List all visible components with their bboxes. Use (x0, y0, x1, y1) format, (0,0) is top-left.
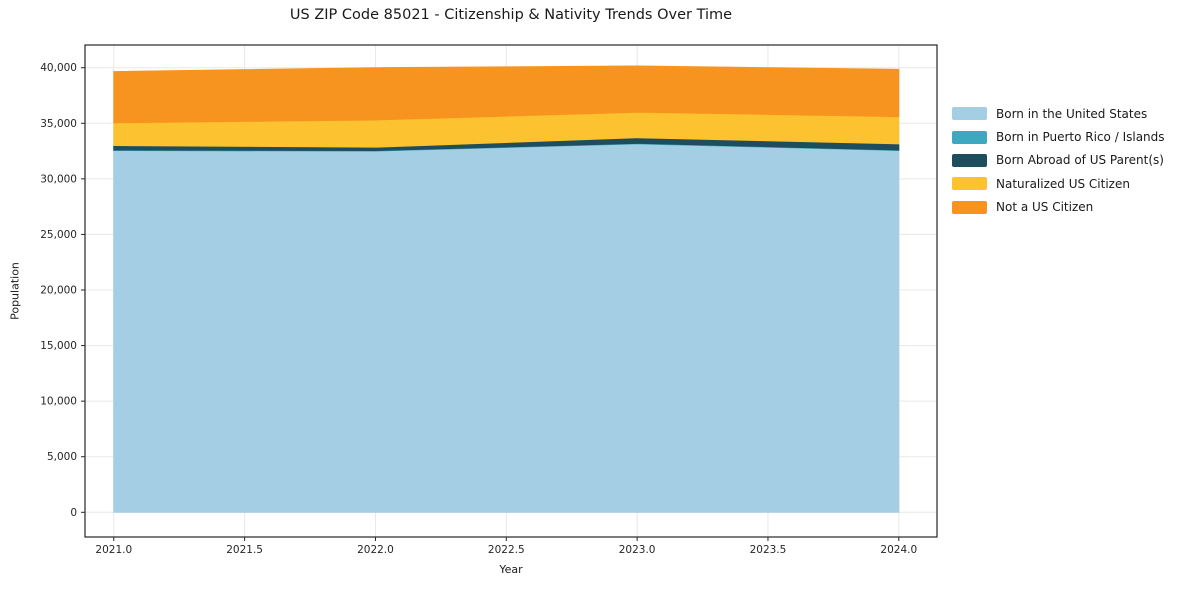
legend-swatch-icon (952, 107, 987, 121)
legend-swatch-icon (952, 130, 987, 144)
x-tick-label: 2024.0 (880, 544, 917, 556)
y-tick-label: 15,000 (40, 340, 77, 352)
area-series-5 (113, 65, 900, 124)
chart-title: US ZIP Code 85021 - Citizenship & Nativi… (289, 7, 733, 23)
legend-label: Born Abroad of US Parent(s) (996, 153, 1164, 168)
legend-item-3: Born Abroad of US Parent(s) (952, 149, 1165, 172)
legend: Born in the United States Born in Puerto … (952, 102, 1165, 219)
x-tick-label: 2023.0 (619, 544, 656, 556)
plot-border (84, 44, 938, 538)
legend-label: Born in the United States (996, 106, 1148, 121)
y-tick-label: 5,000 (47, 451, 77, 463)
y-tick-label: 20,000 (40, 285, 77, 297)
x-tick-label: 2022.5 (488, 544, 525, 556)
y-tick-label: 10,000 (40, 396, 77, 408)
x-tick-label: 2021.0 (95, 544, 132, 556)
y-tick-label: 40,000 (40, 62, 77, 74)
y-tick-label: 25,000 (40, 229, 77, 241)
legend-label: Not a US Citizen (996, 200, 1094, 215)
legend-item-1: Born in the United States (952, 102, 1165, 125)
y-tick-label: 30,000 (40, 173, 77, 185)
x-tick-label: 2022.0 (357, 544, 394, 556)
legend-label: Born in Puerto Rico / Islands (996, 130, 1165, 145)
y-tick-label: 35,000 (40, 118, 77, 130)
legend-item-5: Not a US Citizen (952, 196, 1165, 219)
y-tick-label: 0 (70, 507, 77, 519)
legend-label: Naturalized US Citizen (996, 176, 1130, 191)
legend-swatch-icon (952, 153, 987, 167)
area-series-1 (113, 143, 900, 513)
x-tick-label: 2021.5 (226, 544, 263, 556)
legend-swatch-icon (952, 177, 987, 191)
legend-item-2: Born in Puerto Rico / Islands (952, 125, 1165, 148)
legend-swatch-icon (952, 200, 987, 214)
x-axis-label: Year (499, 563, 523, 576)
x-tick-label: 2023.5 (750, 544, 787, 556)
legend-item-4: Naturalized US Citizen (952, 172, 1165, 195)
